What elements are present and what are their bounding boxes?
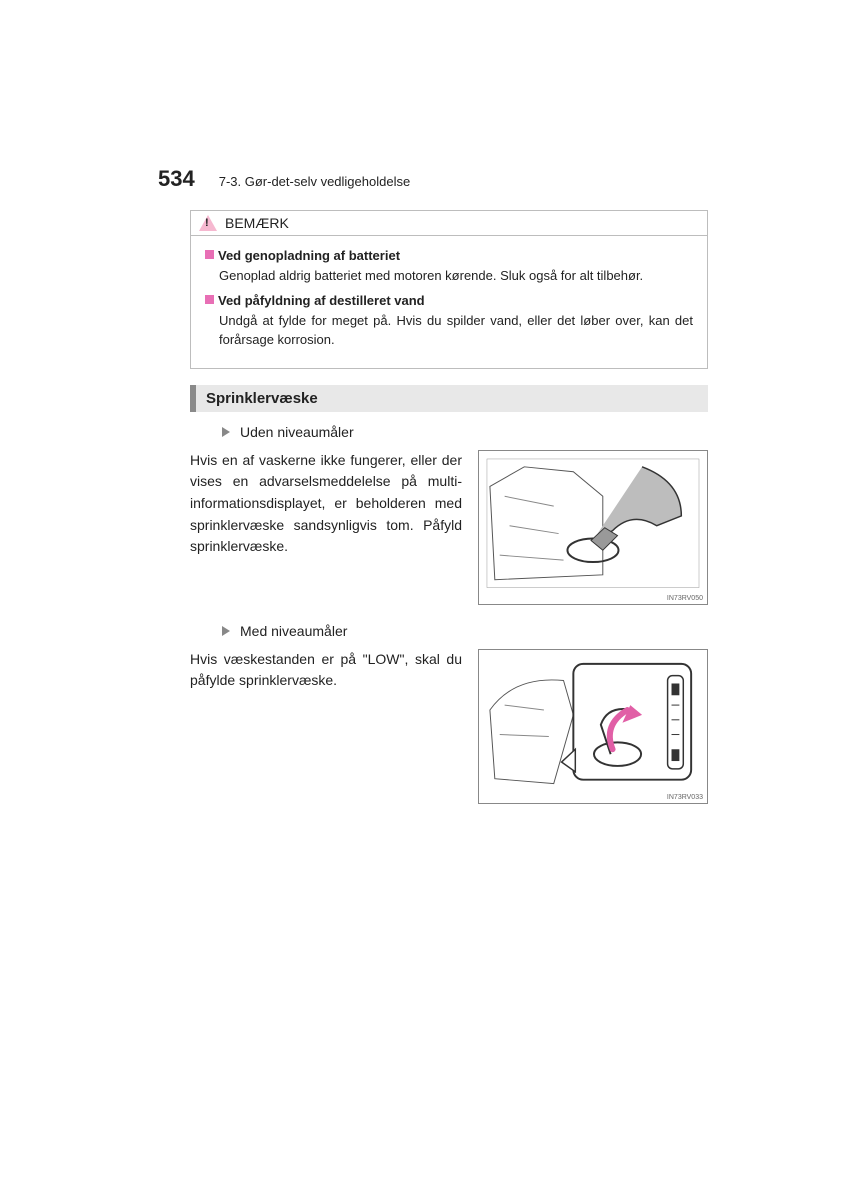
triangle-right-icon bbox=[222, 427, 230, 437]
figure-level-gauge: IN73RV033 bbox=[478, 649, 708, 804]
notice-header: BEMÆRK bbox=[191, 211, 707, 236]
notice-item: Ved genopladning af batteriet bbox=[205, 246, 693, 266]
body-text: Hvis væskestanden er på "LOW", skal du p… bbox=[190, 649, 462, 692]
notice-heading: Ved genopladning af batteriet bbox=[218, 246, 400, 266]
notice-title: BEMÆRK bbox=[225, 215, 289, 231]
bullet-square-icon bbox=[205, 295, 214, 304]
bullet-square-icon bbox=[205, 250, 214, 259]
engine-gauge-sketch-icon bbox=[485, 656, 701, 789]
notice-text: Genoplad aldrig batteriet med motoren kø… bbox=[219, 266, 693, 286]
notice-item: Ved påfyldning af destilleret vand bbox=[205, 291, 693, 311]
body-text: Hvis en af vaskerne ikke fungerer, eller… bbox=[190, 450, 462, 558]
figure-id: IN73RV050 bbox=[667, 595, 703, 602]
subsection-row: Uden niveaumåler bbox=[222, 424, 708, 440]
subsection-label: Uden niveaumåler bbox=[240, 424, 354, 440]
warning-triangle-icon bbox=[199, 215, 217, 231]
page-header: 534 7-3. Gør-det-selv vedligeholdelse bbox=[158, 166, 708, 192]
breadcrumb: 7-3. Gør-det-selv vedligeholdelse bbox=[219, 174, 410, 189]
notice-heading: Ved påfyldning af destilleret vand bbox=[218, 291, 425, 311]
figure-id: IN73RV033 bbox=[667, 794, 703, 801]
notice-body: Ved genopladning af batteriet Genoplad a… bbox=[191, 236, 707, 368]
subsection-row: Med niveaumåler bbox=[222, 623, 708, 639]
section-title-bar: Sprinklervæske bbox=[190, 385, 708, 412]
triangle-right-icon bbox=[222, 626, 230, 636]
notice-box: BEMÆRK Ved genopladning af batteriet Gen… bbox=[190, 210, 708, 369]
notice-text: Undgå at fylde for meget på. Hvis du spi… bbox=[219, 311, 693, 350]
figure-washer-fill: IN73RV050 bbox=[478, 450, 708, 605]
engine-sketch-icon bbox=[485, 457, 701, 590]
subsection-label: Med niveaumåler bbox=[240, 623, 347, 639]
content-row: Hvis væskestanden er på "LOW", skal du p… bbox=[190, 649, 708, 804]
page-number: 534 bbox=[158, 166, 195, 192]
content-row: Hvis en af vaskerne ikke fungerer, eller… bbox=[190, 450, 708, 605]
manual-page: 534 7-3. Gør-det-selv vedligeholdelse BE… bbox=[0, 0, 848, 804]
